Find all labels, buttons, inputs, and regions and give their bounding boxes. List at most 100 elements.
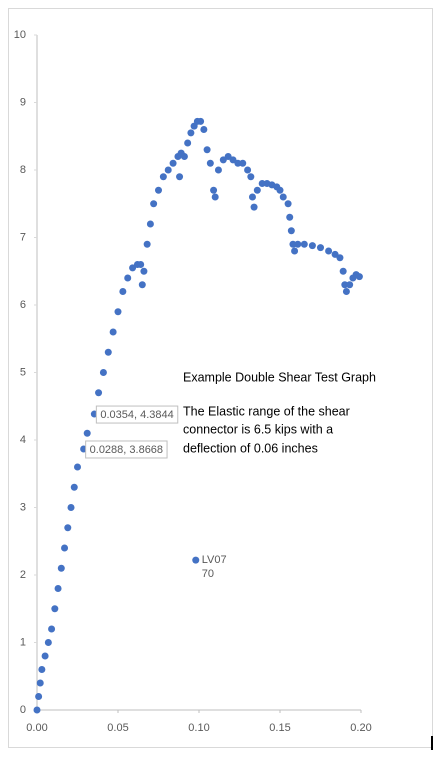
point: [253, 186, 261, 194]
point: [325, 247, 333, 255]
point: [140, 267, 148, 275]
y-tick-label: 7: [20, 231, 26, 243]
y-tick-label: 5: [20, 366, 26, 378]
point-label: 70: [202, 568, 214, 580]
point: [38, 666, 46, 673]
x-tick-label: 0.00: [26, 722, 47, 734]
point: [346, 281, 354, 289]
y-tick-label: 10: [14, 29, 26, 41]
annotation-line: deflection of 0.06 inches: [183, 441, 318, 455]
point: [248, 193, 256, 201]
point: [48, 625, 56, 633]
point: [138, 281, 146, 289]
point: [35, 693, 43, 700]
y-tick-label: 2: [20, 569, 26, 581]
point: [336, 254, 344, 262]
y-tick-label: 4: [20, 434, 26, 446]
point: [219, 156, 227, 164]
chart-border: [8, 8, 433, 748]
point: [74, 463, 81, 471]
point: [41, 652, 49, 660]
x-tick-label: 0.15: [269, 722, 290, 734]
point: [137, 261, 145, 268]
point: [206, 159, 214, 167]
point: [114, 308, 122, 316]
point: [64, 524, 72, 532]
point: [279, 193, 287, 201]
point: [291, 247, 299, 255]
point: [57, 564, 65, 572]
annotation-title: Example Double Shear Test Graph: [183, 370, 376, 384]
y-tick-label: 6: [20, 299, 26, 311]
point: [239, 159, 247, 167]
point: [129, 264, 137, 272]
point: [176, 173, 184, 181]
x-tick-label: 0.20: [350, 722, 371, 734]
point: [51, 605, 59, 613]
x-tick-label: 0.10: [188, 722, 209, 734]
point: [211, 193, 219, 201]
y-tick-label: 1: [20, 636, 26, 648]
point: [289, 240, 297, 248]
point: [119, 288, 127, 295]
point: [342, 288, 350, 295]
data-label: 0.0354, 4.3844: [100, 409, 173, 421]
point: [244, 166, 252, 174]
point: [210, 186, 218, 194]
point: [33, 706, 41, 714]
point: [331, 250, 339, 258]
point: [234, 159, 242, 167]
point: [287, 227, 295, 235]
point: [164, 166, 172, 174]
point: [229, 156, 237, 164]
point: [355, 273, 363, 281]
point: [300, 240, 308, 248]
point: [341, 281, 349, 289]
point: [109, 328, 117, 336]
point-label: LV07: [202, 554, 227, 566]
y-tick-label: 3: [20, 501, 26, 513]
point: [214, 166, 222, 174]
x-tick-label: 0.05: [107, 722, 128, 734]
y-tick-label: 0: [20, 704, 26, 716]
point: [284, 200, 292, 208]
annotation-line: connector is 6.5 kips with a: [183, 422, 333, 436]
point: [143, 240, 151, 248]
point: [286, 213, 294, 221]
labeled-point: [192, 556, 200, 564]
y-tick-label: 8: [20, 164, 26, 176]
point: [276, 186, 284, 194]
point: [197, 117, 205, 125]
point: [247, 173, 255, 181]
point: [146, 220, 154, 228]
point: [104, 348, 112, 356]
point: [44, 639, 52, 646]
data-label-box: [95, 405, 179, 424]
point: [61, 544, 69, 552]
point: [67, 504, 75, 511]
point: [200, 126, 208, 133]
point: [36, 679, 44, 687]
annotation-line: The Elastic range of the shear: [183, 404, 350, 418]
point: [184, 139, 192, 147]
point: [250, 203, 258, 211]
point: [258, 180, 266, 187]
point: [169, 159, 177, 167]
point: [99, 369, 107, 376]
point: [317, 244, 324, 252]
point: [294, 240, 302, 248]
point: [203, 146, 211, 154]
point: [83, 429, 91, 437]
point: [187, 129, 195, 137]
point: [224, 153, 232, 160]
point: [70, 483, 78, 491]
point: [159, 173, 167, 181]
point: [155, 186, 162, 194]
point: [180, 153, 188, 160]
point: [150, 200, 158, 208]
y-tick-label: 9: [20, 96, 26, 108]
point: [95, 389, 103, 397]
data-label: 0.0288, 3.8668: [90, 444, 163, 456]
